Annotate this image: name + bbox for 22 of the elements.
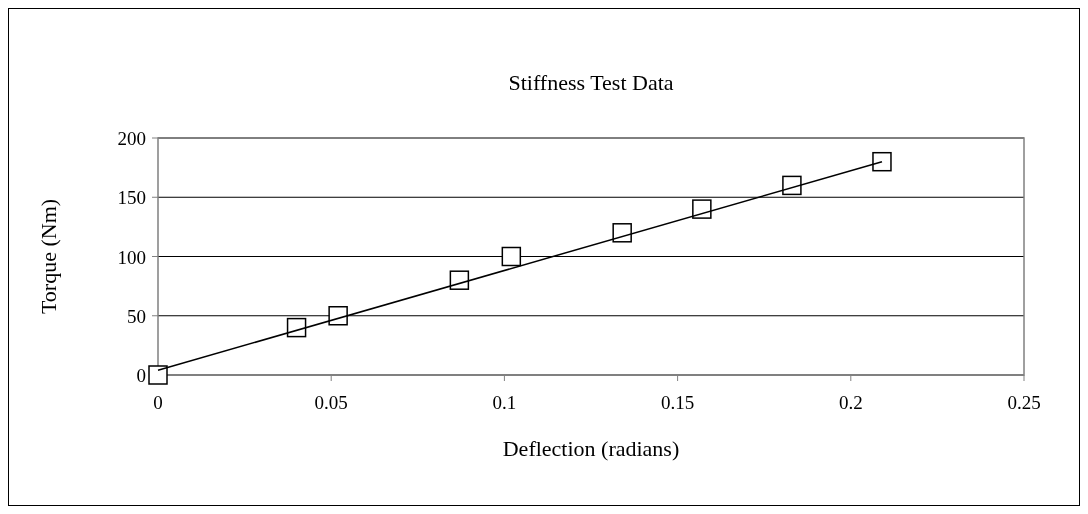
x-axis-title: Deflection (radians) <box>502 436 680 461</box>
point <box>692 199 712 219</box>
point <box>501 246 522 267</box>
point <box>612 223 632 243</box>
x-tick-label: 0.15 <box>660 392 695 413</box>
x-tick-label: 0.25 <box>1007 392 1041 413</box>
point <box>328 306 348 326</box>
chart-title: Stiffness Test Data <box>508 70 674 95</box>
point <box>782 175 802 196</box>
point <box>872 151 892 172</box>
y-axis-title: Torque (Nm) <box>36 198 61 315</box>
x-tick-label: 0.2 <box>838 392 863 413</box>
y-tick-label: 0 <box>136 365 146 386</box>
point <box>449 270 470 290</box>
point <box>148 365 168 385</box>
y-tick-label: 150 <box>117 187 146 209</box>
y-tick-label: 100 <box>117 246 146 268</box>
x-tick-label: 0 <box>153 392 163 413</box>
x-tick-label: 0.1 <box>492 392 517 413</box>
y-tick-label: 200 <box>117 128 146 149</box>
x-tick-label: 0.05 <box>314 392 348 413</box>
y-tick-label: 50 <box>127 305 146 327</box>
